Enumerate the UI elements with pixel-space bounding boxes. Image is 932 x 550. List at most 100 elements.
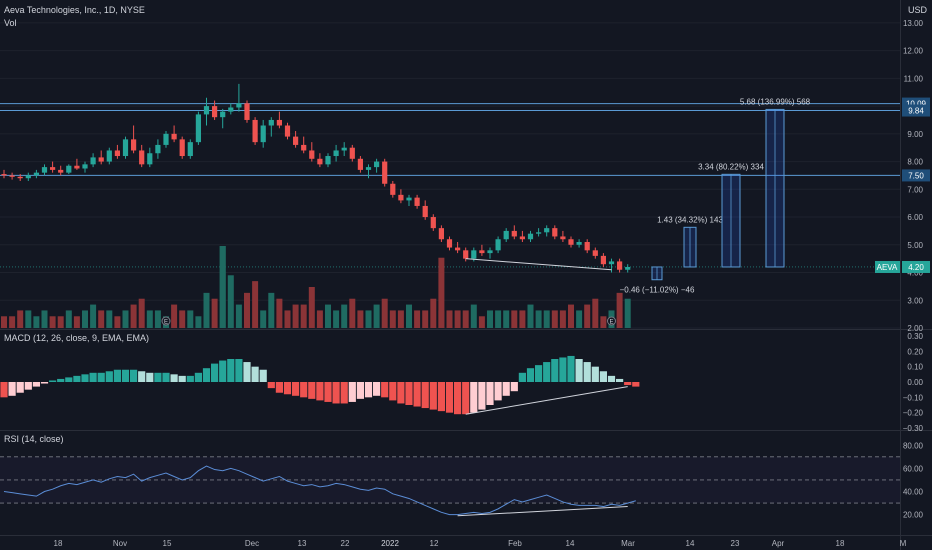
- x-tick-label: Dec: [245, 539, 259, 548]
- macd-histogram-bar: [105, 371, 113, 382]
- volume-bar: [341, 304, 348, 328]
- candle-body: [463, 250, 469, 259]
- macd-histogram-bar: [543, 362, 551, 382]
- macd-histogram-bar: [275, 382, 283, 393]
- earnings-marker-label: E: [609, 320, 613, 326]
- volume-bar: [49, 316, 56, 328]
- symbol-title: Aeva Technologies, Inc., 1D, NYSE: [4, 5, 145, 15]
- projection-boxes: −0.46 (−11.02%) −46 1.43 (34.32%) 143 3.34…: [620, 97, 811, 294]
- volume-bar: [470, 304, 477, 328]
- candle-body: [187, 142, 193, 157]
- volume-bar: [316, 310, 323, 328]
- macd-histogram-bar: [8, 382, 16, 396]
- macd-histogram-bar: [340, 382, 348, 404]
- candle-body: [438, 228, 444, 240]
- macd-histogram-bar: [332, 382, 340, 404]
- macd-histogram-bar: [599, 371, 607, 382]
- macd-tick-label: 0.10: [907, 363, 923, 372]
- currency-label: USD: [908, 5, 928, 15]
- volume-bar: [568, 304, 574, 328]
- candle-body: [511, 230, 517, 237]
- macd-histogram-bar: [470, 382, 478, 413]
- horizontal-levels: [0, 103, 900, 268]
- candle-body: [471, 250, 477, 259]
- price-tick-label: 5.00: [907, 241, 923, 250]
- macd-histogram-bar: [364, 382, 373, 398]
- candle-body: [365, 167, 372, 170]
- earnings-marker: [607, 316, 616, 326]
- volume-bar: [422, 310, 429, 328]
- volume-bar: [438, 257, 445, 328]
- macd-histogram-bar: [57, 378, 65, 382]
- candle-body: [41, 167, 48, 173]
- level-tag-label: 10.09: [906, 100, 927, 109]
- volume-bar: [478, 316, 485, 328]
- candle-body: [479, 250, 485, 254]
- macd-histogram-bar: [178, 375, 186, 382]
- volume-bar: [414, 310, 421, 328]
- macd-histogram-bar: [138, 371, 146, 382]
- macd-histogram-bar: [154, 372, 162, 382]
- candle-body: [617, 261, 623, 270]
- candle-body: [284, 125, 291, 137]
- candle-body: [114, 150, 120, 157]
- macd-histogram-bar: [616, 378, 624, 382]
- macd-histogram-bar: [389, 382, 397, 401]
- macd-histogram-bar: [454, 382, 462, 415]
- volume-bar: [73, 316, 80, 328]
- candle-body: [527, 233, 534, 240]
- macd-histogram-bar: [300, 382, 308, 398]
- x-tick-label: 12: [430, 539, 439, 548]
- volume-bar: [519, 310, 526, 328]
- volume-bar: [357, 310, 364, 328]
- x-tick-label: 14: [566, 539, 575, 548]
- volume-bar: [333, 310, 340, 328]
- macd-histogram-bar: [24, 382, 32, 390]
- candle-body: [220, 111, 226, 118]
- macd-histogram-bar: [632, 382, 640, 387]
- volume-bar: [406, 304, 412, 328]
- candle-body: [414, 197, 420, 206]
- candle-body: [66, 165, 72, 173]
- volume-bar: [211, 298, 218, 328]
- candle-body: [357, 158, 363, 170]
- volume-bar: [57, 316, 64, 328]
- earnings-marker: [161, 316, 171, 326]
- price-tick-label: 4.00: [907, 269, 923, 278]
- volume-bar: [325, 304, 331, 328]
- volume-bar: [503, 310, 510, 328]
- candle-body: [195, 114, 201, 143]
- level-tag-box: [902, 169, 930, 182]
- candle-body: [552, 228, 558, 237]
- macd-title: MACD (12, 26, close, 9, EMA, EMA): [4, 333, 150, 343]
- candle-body: [252, 119, 258, 143]
- macd-histogram-bar: [624, 382, 632, 386]
- macd-histogram-bar: [518, 372, 526, 382]
- candle-body: [131, 139, 137, 151]
- level-tag-label: 9.84: [908, 107, 924, 116]
- volume-bar: [397, 310, 404, 328]
- level-tag-label: 7.50: [908, 171, 924, 180]
- candle-body: [560, 236, 566, 240]
- macd-histogram-bar: [146, 372, 154, 382]
- macd-histogram-bar: [283, 382, 292, 395]
- volume-bar: [300, 304, 307, 328]
- candle-body: [422, 205, 428, 218]
- macd-histogram-bar: [348, 382, 356, 402]
- volume-bar: [616, 292, 623, 328]
- candle-body: [317, 158, 323, 165]
- candle-body: [608, 261, 615, 265]
- level-tag-box: [902, 104, 930, 117]
- volume-bar: [559, 310, 566, 328]
- candle-body: [333, 150, 339, 157]
- candle-body: [584, 242, 590, 251]
- volume-bar: [373, 304, 380, 328]
- macd-histogram-bar: [194, 372, 202, 382]
- macd-histogram-bar: [89, 372, 97, 382]
- candle-body: [139, 150, 145, 165]
- volume-bar: [33, 316, 40, 328]
- macd-histogram-bar: [267, 382, 275, 389]
- candle-body: [236, 103, 242, 108]
- volume-bar: [584, 304, 591, 328]
